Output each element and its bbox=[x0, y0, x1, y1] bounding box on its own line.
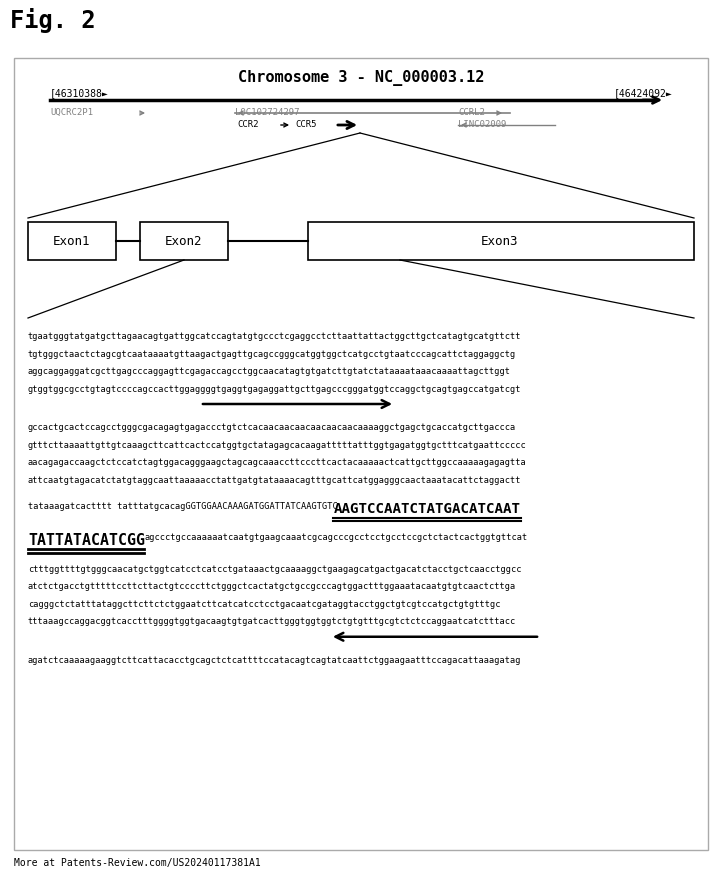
Text: agccctgccaaaaaatcaatgtgaagcaaatcgcagcccgcctcctgcctccgctctactcactggtgttcat: agccctgccaaaaaatcaatgtgaagcaaatcgcagcccg… bbox=[144, 534, 527, 543]
Text: gtttcttaaaattgttgtcaaagcttcattcactccatggtgctatagagcacaagatttttatttggtgagatggtgct: gtttcttaaaattgttgtcaaagcttcattcactccatgg… bbox=[28, 440, 527, 449]
Text: tataaagatcactttt tatttatgcacagGGTGGAACAAAGATGGATTATCAAGTGTC: tataaagatcactttt tatttatgcacagGGTGGAACAA… bbox=[28, 502, 338, 511]
Text: tgtgggctaactctagcgtcaataaaatgttaagactgagttgcagccgggcatggtggctcatgcctgtaatcccagca: tgtgggctaactctagcgtcaataaaatgttaagactgag… bbox=[28, 350, 516, 359]
Text: Exon3: Exon3 bbox=[482, 234, 518, 248]
Text: agatctcaaaaagaaggtcttcattacacctgcagctctcattttccatacagtcagtatcaattctggaagaatttcca: agatctcaaaaagaaggtcttcattacacctgcagctctc… bbox=[28, 655, 521, 665]
Text: LINC02009: LINC02009 bbox=[458, 120, 506, 129]
Text: aacagagaccaagctctccatctagtggacagggaagctagcagcaaaccttcccttcactacaaaaactcattgcttgg: aacagagaccaagctctccatctagtggacagggaagcta… bbox=[28, 458, 527, 467]
Text: attcaatgtagacatctatgtaggcaattaaaaacctattgatgtataaaacagtttgcattcatggagggcaactaaat: attcaatgtagacatctatgtaggcaattaaaaacctatt… bbox=[28, 475, 521, 485]
Text: ctttggttttgtgggcaacatgctggtcatcctcatcctgataaactgcaaaaggctgaagagcatgactgacatctacc: ctttggttttgtgggcaacatgctggtcatcctcatcctg… bbox=[28, 565, 521, 574]
Text: CCRL2: CCRL2 bbox=[458, 108, 485, 117]
Bar bbox=[308, 222, 694, 260]
Bar bbox=[28, 222, 116, 260]
Text: LOC102724297: LOC102724297 bbox=[235, 108, 300, 117]
Text: aggcaggaggatcgcttgagcccaggagttcgagaccagcctggcaacatagtgtgatcttgtatctataaaataaacaa: aggcaggaggatcgcttgagcccaggagttcgagaccagc… bbox=[28, 367, 511, 376]
Text: More at Patents-Review.com/US20240117381A1: More at Patents-Review.com/US20240117381… bbox=[14, 858, 261, 868]
Text: atctctgacctgtttttccttcttactgtccccttctgggctcactatgctgccgcccagtggactttggaaatacaatg: atctctgacctgtttttccttcttactgtccccttctggg… bbox=[28, 583, 516, 591]
Text: gtggtggcgcctgtagtccccagccacttggaggggtgaggtgagaggattgcttgagcccgggatggtccaggctgcag: gtggtggcgcctgtagtccccagccacttggaggggtgag… bbox=[28, 385, 521, 393]
Text: cagggctctatttataggcttcttctctggaatcttcatcatcctcctgacaatcgataggtacctggctgtcgtccatg: cagggctctatttataggcttcttctctggaatcttcatc… bbox=[28, 599, 500, 609]
Text: Exon2: Exon2 bbox=[165, 234, 203, 248]
Text: [46310388►: [46310388► bbox=[50, 88, 109, 98]
Text: Exon1: Exon1 bbox=[53, 234, 91, 248]
Bar bbox=[140, 222, 228, 260]
Text: gccactgcactccagcctgggcgacagagtgagaccctgtctcacaacaacaacaacaacaacaaaaggctgagctgcac: gccactgcactccagcctgggcgacagagtgagaccctgt… bbox=[28, 423, 516, 432]
Text: Fig. 2: Fig. 2 bbox=[10, 8, 95, 33]
Text: [46424092►: [46424092► bbox=[613, 88, 672, 98]
Bar bbox=[14, 58, 708, 850]
Text: tttaaagccaggacggtcacctttggggtggtgacaagtgtgatcacttgggtggtggtctgtgtttgcgtctctccagg: tttaaagccaggacggtcacctttggggtggtgacaagtg… bbox=[28, 617, 516, 626]
Text: TATTATACATCGG: TATTATACATCGG bbox=[28, 534, 145, 548]
Text: AAGTCCAATCTATGACATCAAT: AAGTCCAATCTATGACATCAAT bbox=[334, 502, 521, 516]
Text: CCR2: CCR2 bbox=[237, 120, 258, 129]
Text: CCR5: CCR5 bbox=[295, 120, 316, 129]
Text: Chromosome 3 - NC_000003.12: Chromosome 3 - NC_000003.12 bbox=[238, 70, 484, 86]
Text: UQCRC2P1: UQCRC2P1 bbox=[50, 108, 93, 117]
Text: tgaatgggtatgatgcttagaacagtgattggcatccagtatgtgccctcgaggcctcttaattattactggcttgctca: tgaatgggtatgatgcttagaacagtgattggcatccagt… bbox=[28, 332, 521, 341]
